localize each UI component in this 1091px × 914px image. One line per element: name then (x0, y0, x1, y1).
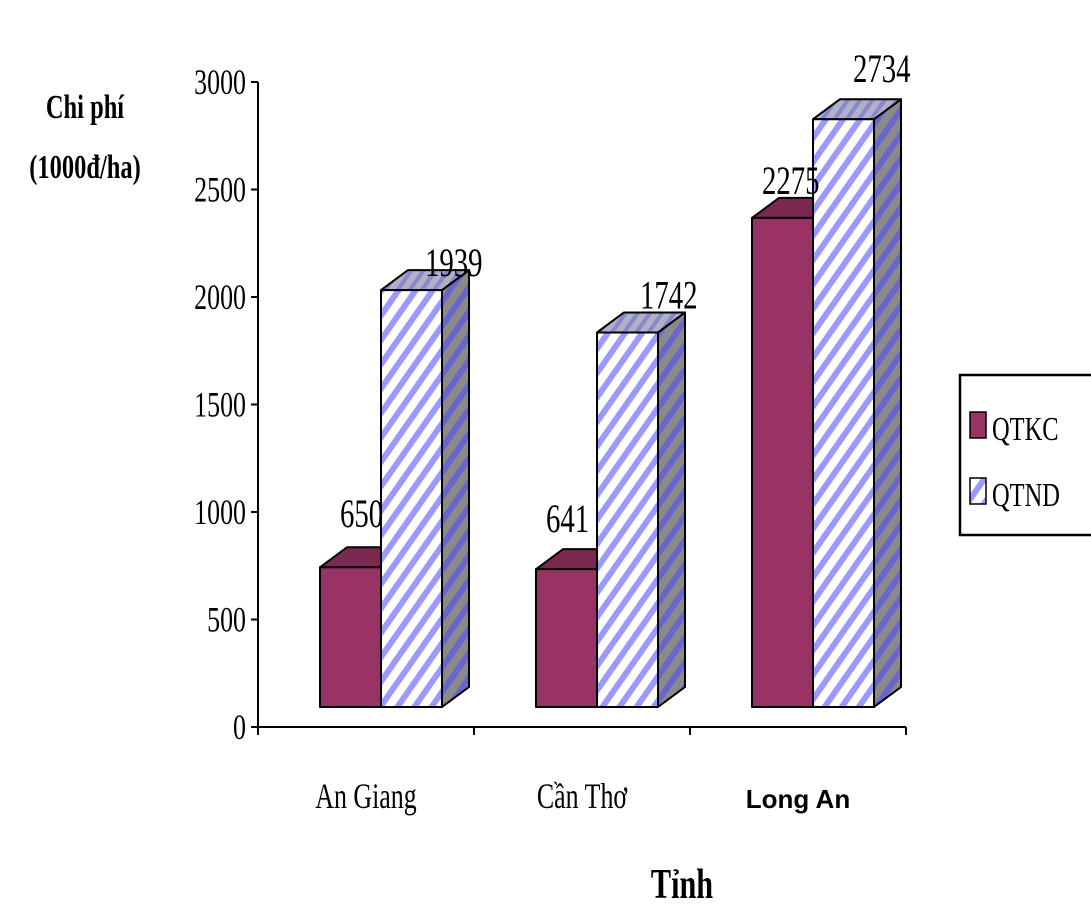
y-tick-label: 0 (233, 707, 246, 747)
data-label: 650 (340, 492, 383, 537)
data-label: 2734 (853, 47, 911, 92)
y-axis: 0 500 1000 1500 2000 2500 3000 (194, 62, 259, 747)
y-tick-label: 2500 (194, 169, 246, 209)
data-label: 1939 (425, 241, 483, 286)
bar-qtkc (751, 216, 814, 708)
x-category-label: Cần Thơ (537, 776, 628, 816)
legend-label-qtkc: QTKC (992, 411, 1059, 448)
legend-box (958, 373, 1091, 537)
x-category-label: Long An (746, 784, 850, 814)
data-labels: 650 1939 641 1742 2275 2734 (340, 47, 911, 542)
bar-qtnd (380, 289, 443, 708)
bars (319, 98, 902, 708)
x-category-label: An Giang (315, 776, 417, 816)
bar-qtkc (535, 568, 598, 708)
y-axis-title-line2: (1000đ/ha) (29, 149, 140, 186)
y-tick-label: 1500 (194, 384, 246, 424)
bar-side-qtnd (441, 269, 470, 708)
bar-qtnd (812, 118, 875, 708)
x-axis-title: Tỉnh (651, 860, 713, 907)
bar-side-qtnd (873, 98, 902, 708)
bar-side-qtnd (657, 311, 686, 708)
y-axis-title-line1: Chi phí (46, 89, 125, 126)
y-tick-label: 1000 (194, 492, 246, 532)
bar-qtnd (596, 331, 659, 708)
y-tick-label: 3000 (194, 62, 246, 102)
legend-swatch-qtkc (969, 411, 987, 439)
data-label: 1742 (640, 273, 698, 318)
legend-swatch-qtnd (969, 477, 987, 505)
y-tick-label: 2000 (194, 277, 246, 317)
data-label: 2275 (762, 158, 820, 203)
legend: QTKC QTND (958, 373, 1091, 537)
bar-qtkc (319, 566, 382, 708)
data-label: 641 (546, 497, 589, 542)
legend-label-qtnd: QTND (992, 477, 1060, 514)
y-tick-label: 500 (207, 599, 246, 639)
x-axis: An Giang Cần Thơ Long An (257, 726, 907, 816)
